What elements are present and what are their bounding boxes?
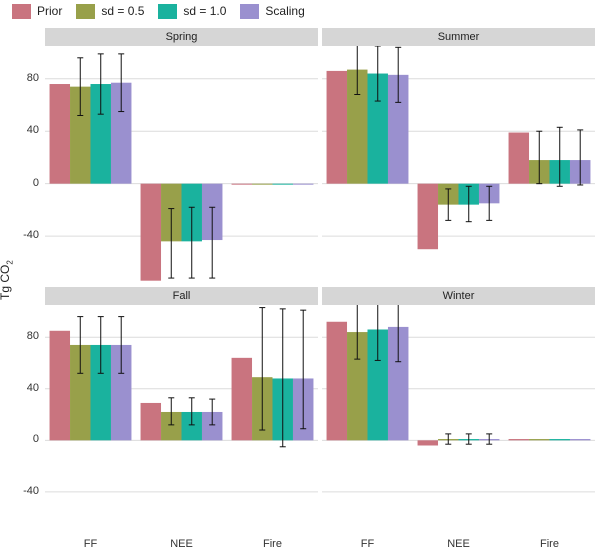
panel-title-summer: Summer [322,28,595,46]
panel-title-fall: Fall [45,287,318,305]
panel-title-winter: Winter [322,287,595,305]
bar-summer-ff-scaling [387,74,409,184]
bar-summer-fire-prior [508,132,530,184]
legend-item-scaling: Scaling [240,3,305,19]
legend: Prior sd = 0.5 sd = 1.0 Scaling [12,0,305,22]
bar-spring-fire-prior [231,183,253,185]
bar-winter-fire-sd-0-5 [529,439,550,441]
x-tick-label-nee: NEE [447,538,470,550]
x-tick-label-ff: FF [83,538,98,550]
legend-swatch-scaling [240,3,260,19]
legend-label-prior: Prior [37,4,63,18]
bar-fall-nee-sd-1-0 [181,411,202,441]
bar-fall-nee-scaling [201,411,223,441]
x-tick-label-nee: NEE [170,538,193,550]
bar-spring-ff-scaling [110,82,132,184]
bar-spring-fire-scaling [292,183,314,185]
bar-fall-fire-prior [231,357,253,441]
legend-label-scaling: Scaling [265,4,305,18]
legend-swatch-prior [12,3,31,19]
y-tick-label: -40 [23,484,39,497]
legend-item-sd-0-5: sd = 0.5 [76,3,145,19]
bar-winter-fire-scaling [569,439,591,441]
bar-summer-ff-sd-1-0 [367,73,388,184]
bar-winter-ff-scaling [387,326,409,441]
bar-spring-ff-sd-1-0 [90,84,111,184]
bar-spring-ff-prior [49,84,71,184]
y-tick-label: 40 [26,381,39,394]
x-tick-label-fire: Fire [263,538,282,550]
bar-winter-fire-prior [508,439,530,441]
y-tick-label: 40 [26,124,39,137]
bar-winter-ff-sd-1-0 [367,329,388,441]
y-tick-label: -40 [23,229,39,242]
legend-item-sd-1-0: sd = 1.0 [158,3,227,19]
bar-winter-ff-prior [326,321,348,441]
legend-item-prior: Prior [12,3,63,19]
bar-summer-ff-sd-0-5 [347,69,368,184]
panel-title-spring: Spring [45,28,318,46]
bar-winter-nee-prior [417,440,439,446]
bar-spring-fire-sd-1-0 [272,183,293,185]
y-tick-label: 0 [32,433,39,446]
y-tick-label: 80 [26,330,39,343]
bar-winter-ff-sd-0-5 [347,332,368,441]
bar-fall-nee-prior [140,402,162,441]
x-tick-label-fire: Fire [540,538,559,550]
bar-winter-fire-sd-1-0 [549,439,570,441]
legend-swatch-sd-1-0 [158,3,178,19]
bar-fall-nee-sd-0-5 [161,411,182,441]
bar-spring-ff-sd-0-5 [70,86,91,184]
bar-fall-ff-scaling [110,344,132,441]
legend-label-sd-1-0: sd = 1.0 [183,4,227,18]
legend-swatch-sd-0-5 [76,3,96,19]
y-tick-label: 0 [32,176,39,189]
bar-fall-ff-sd-1-0 [90,344,111,441]
y-tick-label: 80 [26,71,39,84]
bar-spring-fire-sd-0-5 [252,183,273,185]
bar-summer-ff-prior [326,70,348,184]
bar-fall-ff-prior [49,330,71,441]
x-tick-label-ff: FF [360,538,375,550]
legend-label-sd-0-5: sd = 0.5 [101,4,145,18]
bar-fall-ff-sd-0-5 [70,344,91,441]
bar-spring-nee-prior [140,183,162,281]
bar-summer-nee-prior [417,183,439,250]
